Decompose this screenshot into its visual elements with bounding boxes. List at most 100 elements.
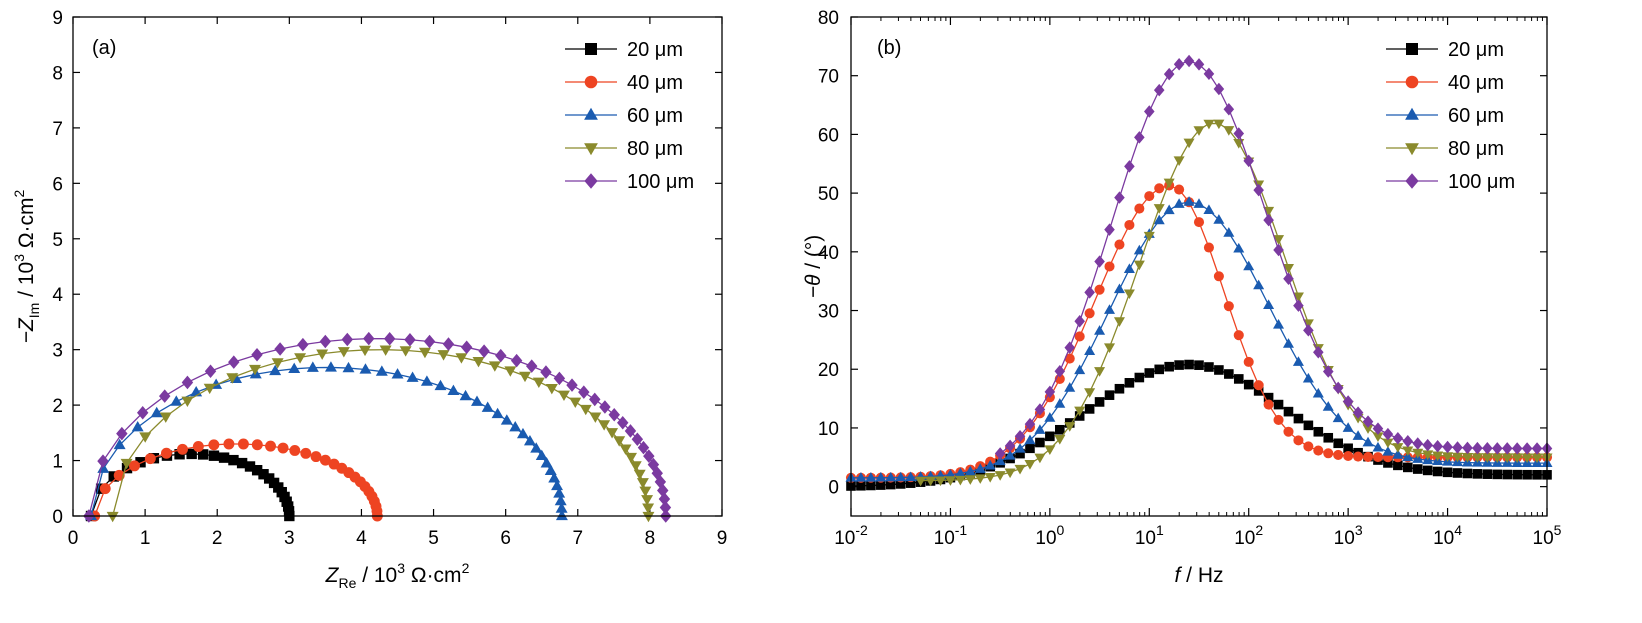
series-line [850, 201, 1548, 479]
data-point [460, 340, 473, 355]
data-point [375, 365, 388, 376]
legend-label: 60 μm [627, 105, 683, 127]
data-point [555, 502, 568, 513]
x-tick-label: 102 [1234, 522, 1263, 549]
data-point [1154, 183, 1165, 194]
data-point [1422, 438, 1433, 452]
data-point [659, 500, 672, 515]
data-point [249, 364, 261, 376]
series [106, 345, 655, 523]
data-point [1173, 58, 1185, 71]
data-point [136, 406, 149, 420]
data-point [555, 509, 568, 521]
data-point [954, 475, 966, 486]
data-point [208, 439, 220, 451]
legend-marker [1405, 75, 1419, 89]
data-point [319, 454, 331, 466]
data-point [203, 383, 216, 395]
data-point [1034, 403, 1046, 416]
data-point [406, 371, 419, 382]
data-point [613, 436, 626, 447]
x-tick-label: 2 [212, 528, 223, 549]
data-point [1492, 442, 1503, 455]
x-tick-label: 10-2 [834, 522, 868, 549]
x-tick-label: 0 [68, 528, 79, 549]
legend-marker [1406, 43, 1418, 55]
data-point [535, 449, 548, 461]
data-point [636, 478, 649, 489]
data-point [399, 346, 412, 357]
data-point [434, 379, 447, 391]
data-point [1035, 437, 1045, 448]
data-point [631, 432, 644, 446]
data-point [1501, 442, 1513, 455]
y-tick-label: 30 [818, 302, 839, 323]
data-point [1392, 431, 1404, 445]
data-point [120, 458, 133, 470]
plot-frame [72, 16, 723, 517]
data-point [1104, 223, 1115, 236]
x-tick-label: 4 [356, 528, 367, 549]
data-point [1064, 341, 1076, 354]
data-point [1055, 424, 1065, 435]
data-point [1432, 439, 1443, 453]
data-point [288, 362, 301, 373]
data-point [551, 479, 564, 491]
data-point [866, 480, 876, 491]
data-point [1512, 469, 1522, 480]
data-point [1203, 242, 1214, 253]
data-point [1103, 304, 1116, 314]
data-point [1303, 441, 1314, 452]
series-line [94, 443, 378, 517]
data-point [954, 467, 966, 478]
data-point [1183, 196, 1195, 206]
data-point [1412, 448, 1424, 459]
data-point [1224, 369, 1234, 379]
data-point [984, 473, 996, 483]
data-point [658, 492, 671, 506]
data-point [495, 348, 507, 363]
x-tick-label: 8 [645, 528, 656, 549]
data-point [1531, 442, 1543, 455]
data-point [1313, 445, 1324, 456]
data-point [1501, 453, 1513, 464]
data-point [1402, 435, 1414, 448]
data-point [459, 389, 472, 401]
y-tick-label: 5 [52, 230, 63, 251]
data-point [1303, 420, 1314, 431]
data-point [1392, 443, 1404, 453]
data-point [1412, 437, 1424, 450]
data-point [1402, 451, 1414, 462]
data-point [1233, 127, 1245, 140]
data-point [1144, 191, 1155, 202]
y-axis-label: −ZIm / 103 Ω·cm2 [11, 189, 42, 343]
data-point [1253, 279, 1265, 290]
data-point [1124, 378, 1135, 388]
data-point [1133, 260, 1145, 271]
data-point [228, 454, 239, 466]
data-point [1243, 356, 1254, 367]
data-point [654, 475, 667, 489]
data-point [1024, 434, 1036, 445]
data-point [1183, 138, 1195, 149]
data-point [226, 373, 239, 384]
data-point [1372, 422, 1384, 435]
data-point [306, 361, 319, 372]
y-tick-label: 3 [52, 341, 63, 362]
x-tick-label: 7 [572, 528, 583, 549]
legend-label: 60 μm [1448, 105, 1504, 127]
data-point [1481, 453, 1493, 463]
data-point [1163, 178, 1175, 189]
data-point [1064, 422, 1076, 432]
data-point [1194, 360, 1204, 370]
data-point [481, 401, 494, 412]
data-point [1283, 426, 1294, 437]
data-point [341, 332, 354, 347]
data-point [423, 334, 436, 349]
data-point [337, 347, 350, 358]
data-point [548, 472, 561, 483]
data-point [1034, 453, 1046, 464]
data-point [1044, 412, 1056, 422]
data-point [197, 449, 209, 460]
data-point [271, 358, 284, 369]
